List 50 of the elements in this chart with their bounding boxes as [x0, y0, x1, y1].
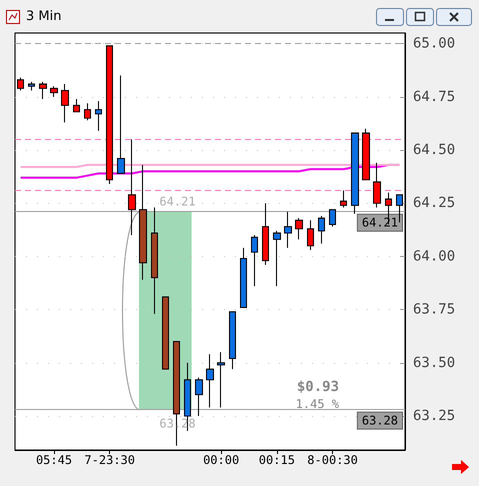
- y-tick-label: 64.50: [413, 142, 456, 158]
- candlestick: [251, 234, 258, 287]
- candlestick: [117, 75, 125, 174]
- candlestick: [195, 377, 203, 416]
- candlestick: [318, 215, 325, 244]
- candlestick: [240, 247, 247, 308]
- annotation: $0.93: [296, 379, 340, 395]
- annotation: 1.45 %: [296, 397, 340, 411]
- y-tick-label: 63.50: [413, 354, 456, 371]
- candlestick: [61, 84, 69, 123]
- candlestick: [39, 81, 47, 100]
- candlestick: [329, 209, 336, 228]
- candlestick: [229, 311, 236, 370]
- candlestick: [351, 132, 359, 214]
- candlestick: [73, 98, 80, 112]
- candlestick: [28, 81, 35, 91]
- candlestick: [17, 77, 24, 91]
- x-tick-label: 7-23:30: [84, 453, 136, 467]
- candlestick: [50, 86, 58, 98]
- chart-title: 3 Min: [26, 9, 62, 24]
- y-tick-label: 65.00: [413, 36, 456, 52]
- candlestick: [217, 352, 225, 408]
- candlestick: [262, 202, 269, 266]
- y-tick-label: 64.25: [413, 195, 456, 212]
- y-tick-label: 63.25: [413, 408, 456, 424]
- candlestick: [373, 162, 381, 208]
- y-tick-label: 64.00: [413, 248, 456, 264]
- x-tick-label: 00:00: [203, 453, 240, 467]
- candlestick: [162, 296, 169, 370]
- x-tick-label: 05:45: [36, 453, 72, 467]
- candlestick: [295, 218, 303, 240]
- candlestick: [128, 138, 136, 236]
- candlestick: [284, 211, 292, 248]
- x-tick-label: 8-00:30: [307, 453, 358, 467]
- candlestick: [307, 220, 314, 251]
- x-tick-label: 00:15: [258, 453, 295, 467]
- y-tick-label: 63.75: [413, 302, 456, 318]
- candlestick: [84, 102, 91, 121]
- candlestick: [139, 164, 147, 280]
- candlestick: [106, 45, 113, 185]
- ref-line-label: 64.21: [362, 216, 398, 230]
- ref-line-label: 63.28: [362, 414, 398, 428]
- candlestick: [151, 206, 158, 314]
- candlestick: [206, 354, 214, 408]
- candlestick: [340, 190, 347, 208]
- annotation: 64.21: [159, 194, 196, 209]
- candlestick: [273, 230, 281, 287]
- candlestick: [95, 100, 102, 132]
- candlestick: [362, 128, 370, 180]
- y-tick-label: 64.75: [413, 88, 456, 105]
